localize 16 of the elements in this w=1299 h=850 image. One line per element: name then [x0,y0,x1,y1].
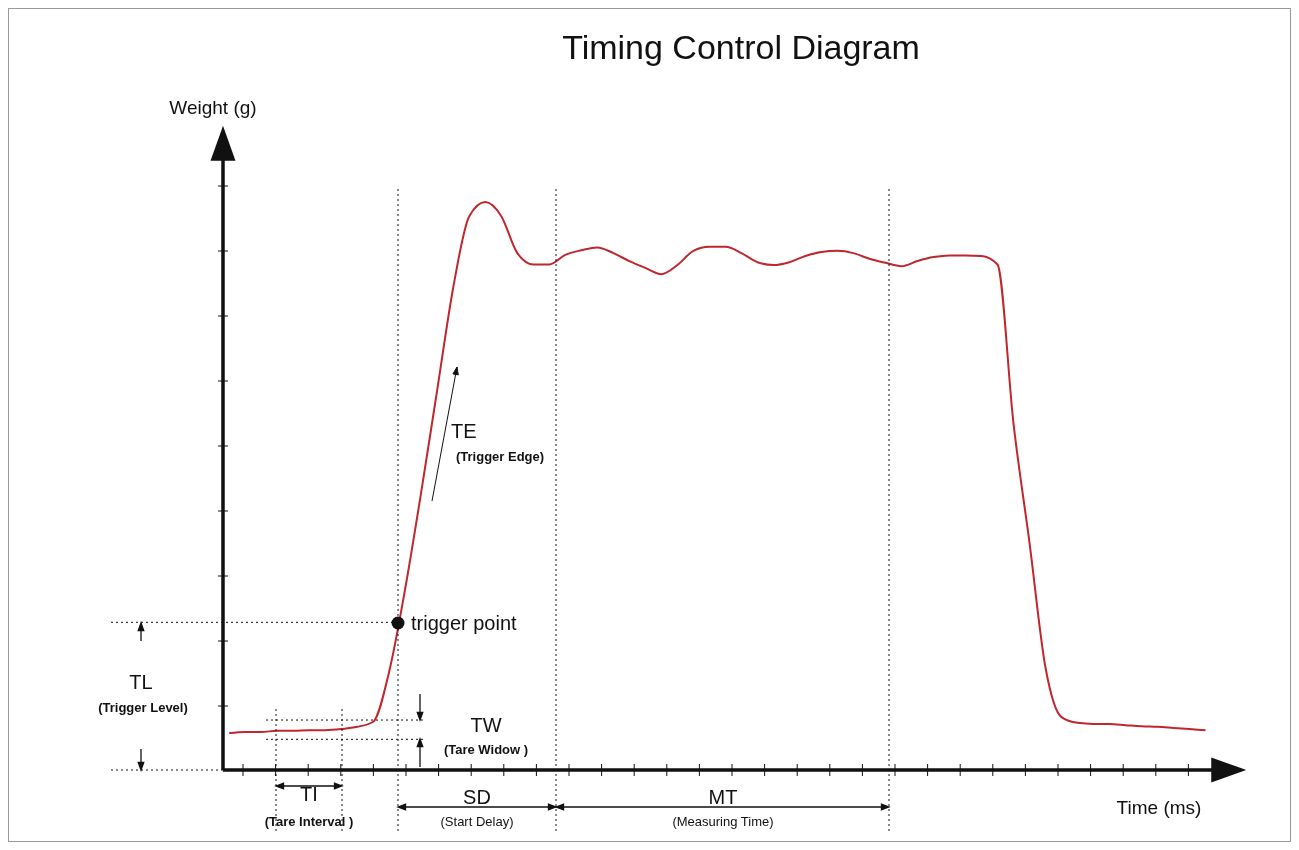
text: (Trigger Level) [98,700,188,715]
text: TI [300,783,318,805]
text: (Start Delay) [440,814,514,829]
y-axis-title: Weight (g) [169,97,257,118]
text: TL [129,671,153,693]
text: MT [708,786,738,808]
annotation: (Tare Widow ) [443,742,529,757]
annotation: (Trigger Edge) [456,449,545,464]
annotation: TE [451,420,477,442]
annotation: TW [470,714,502,736]
chart-title: Timing Control Diagram [562,28,920,66]
text: (Tare Interval ) [264,814,354,829]
x-axis-title: Time (ms) [1116,797,1202,818]
text: (Measuring Time) [672,814,774,829]
annotation: trigger point [411,612,518,634]
text: SD [463,786,491,808]
